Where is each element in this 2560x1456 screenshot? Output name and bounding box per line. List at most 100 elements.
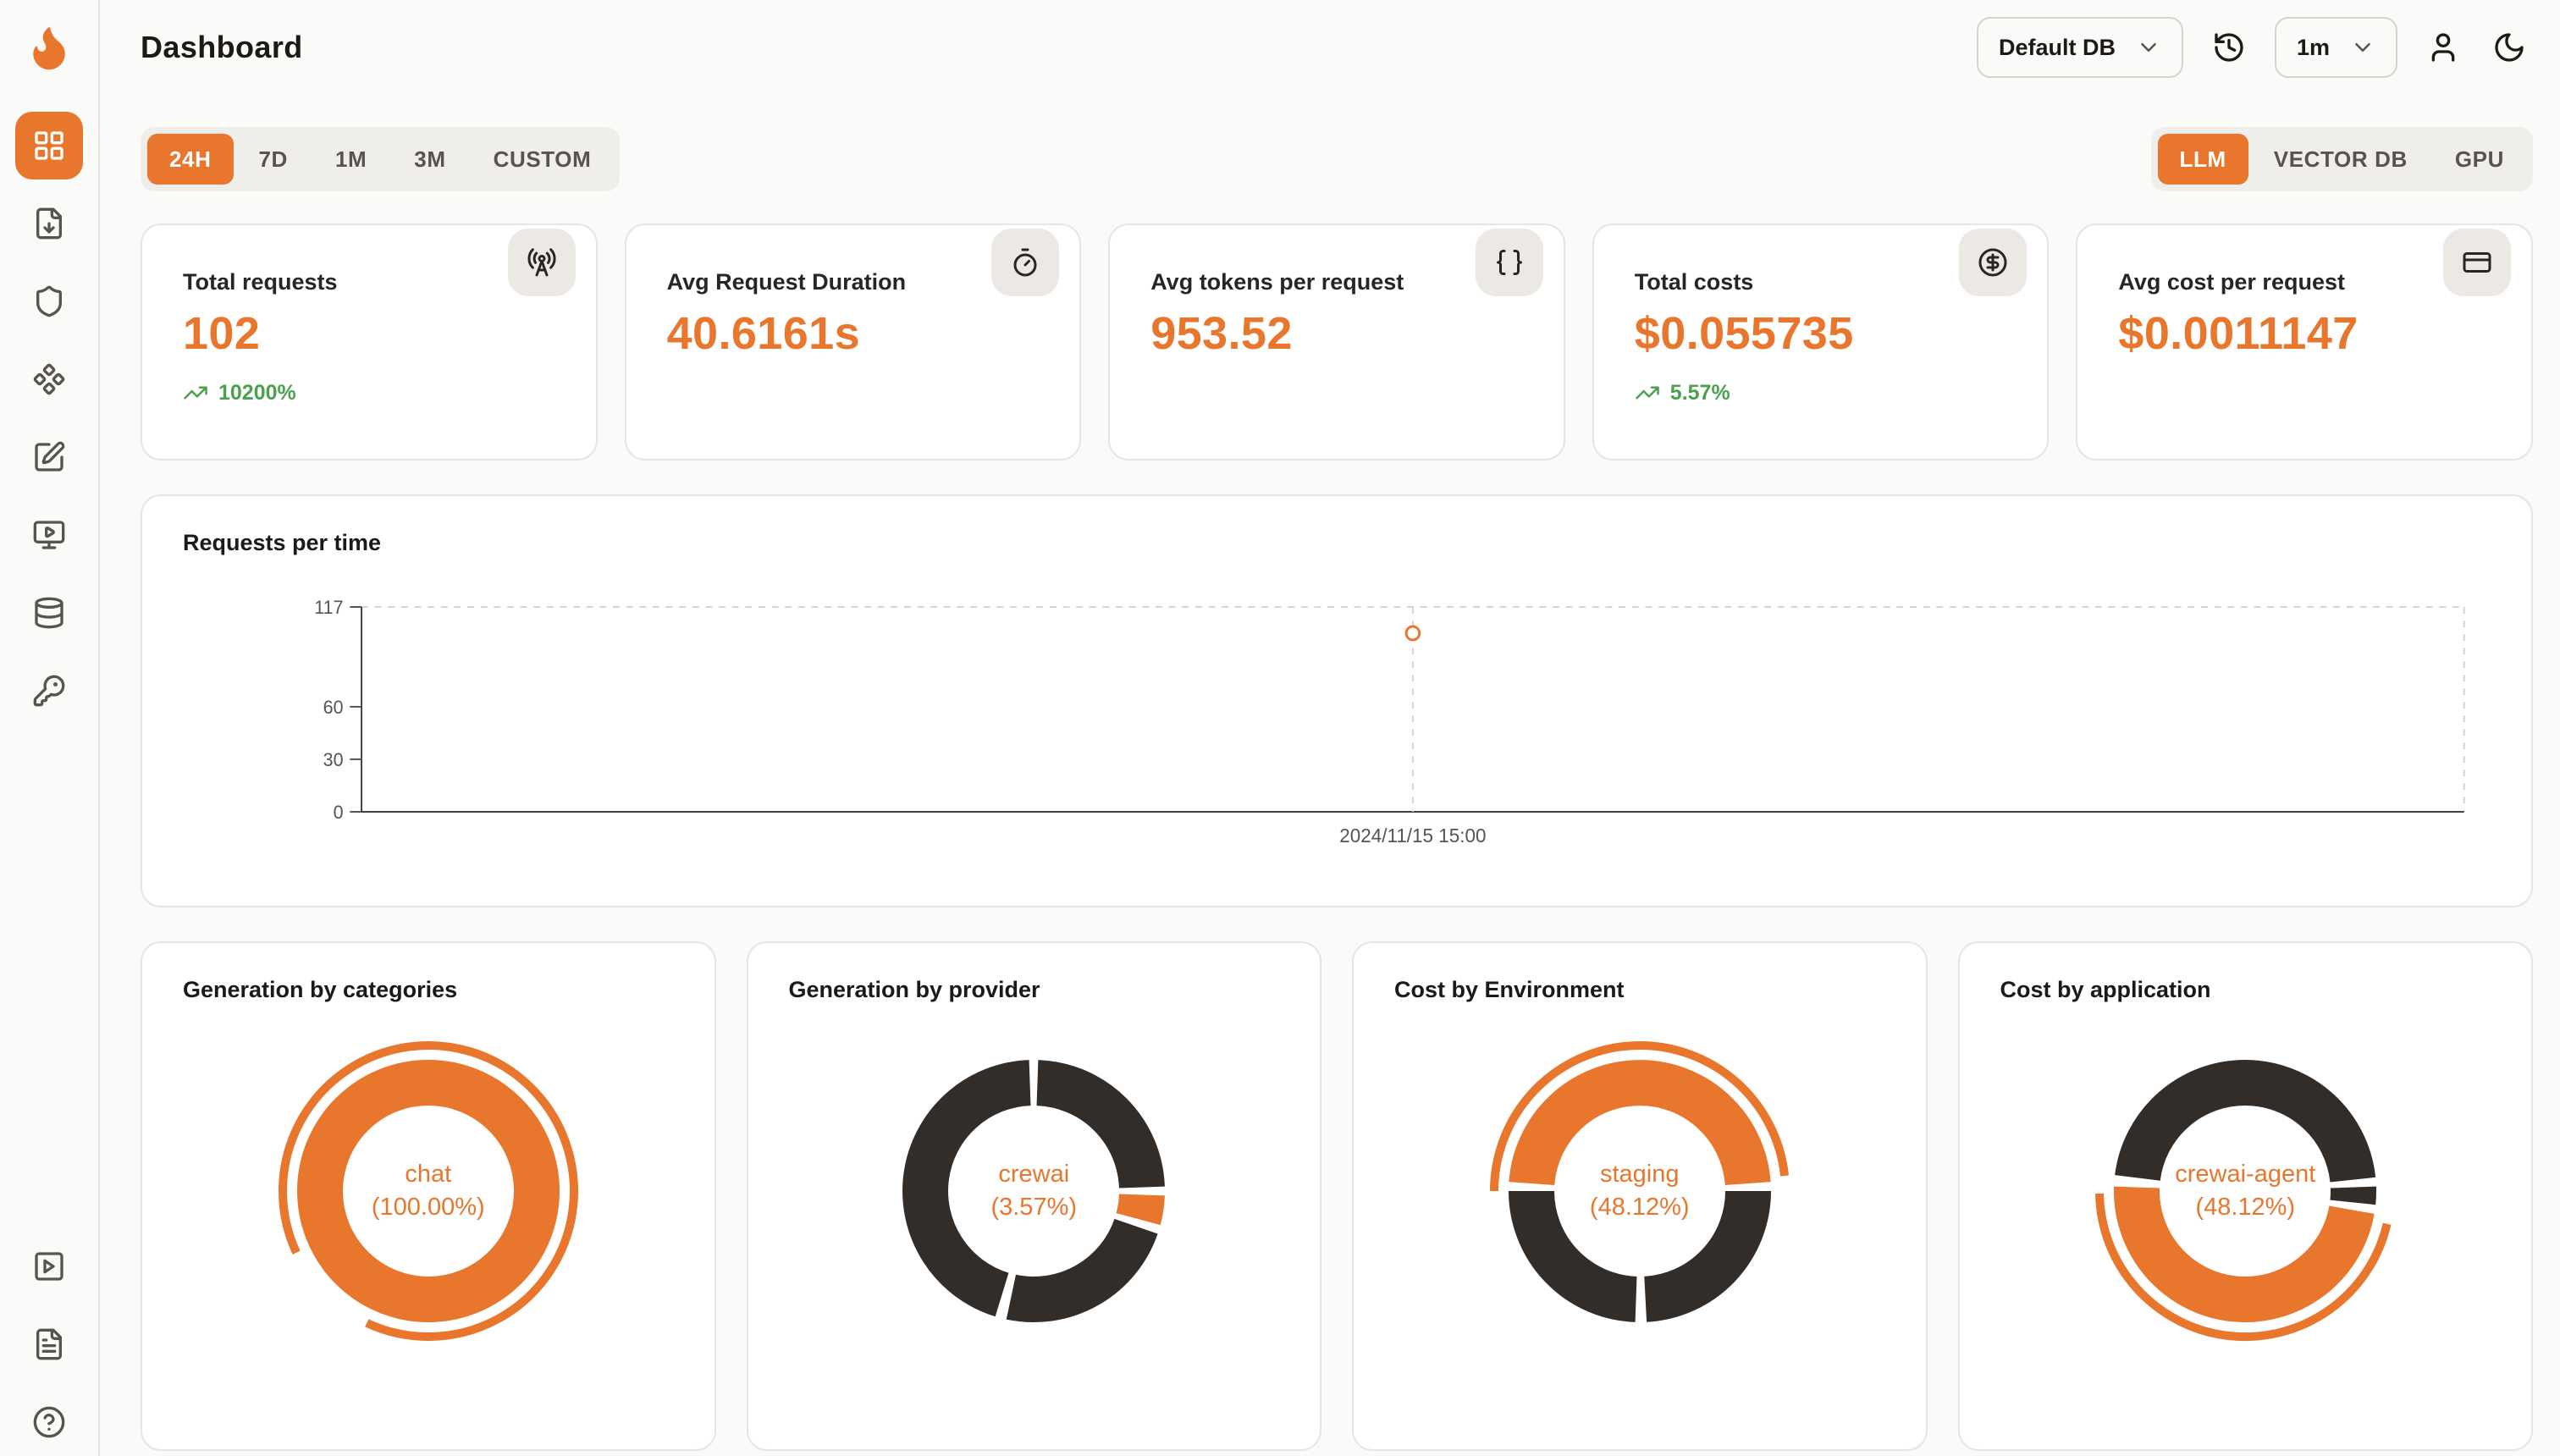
chart-title: Requests per time — [183, 530, 382, 555]
donut-chart-environment: staging (48.12%) — [1479, 1030, 1801, 1352]
stat-label: Total costs — [1634, 269, 1754, 295]
timer-icon — [991, 229, 1060, 296]
trending-up-icon — [1636, 386, 1659, 400]
donut-title: Generation by categories — [183, 977, 458, 1002]
sidebar-item-dashboard[interactable] — [15, 112, 83, 179]
dashboard-icon — [35, 131, 63, 160]
trending-up-icon — [184, 386, 207, 400]
svg-text:30: 30 — [323, 749, 344, 770]
stat-delta: 10200% — [183, 380, 555, 405]
sidebar-item-databases[interactable] — [15, 579, 83, 647]
circle-dollar-icon — [1959, 229, 2028, 296]
stat-label: Total requests — [183, 269, 338, 295]
header-bar: Dashboard Default DB 1m — [100, 0, 2560, 95]
moon-icon — [2495, 33, 2524, 62]
donut-card-environment: Cost by Environment staging (48.12%) — [1352, 941, 1928, 1451]
stat-value: 102 — [183, 308, 261, 359]
sidebar-item-docs[interactable] — [15, 1310, 83, 1378]
sidebar-item-api-keys[interactable] — [15, 657, 83, 725]
stat-value: $0.055735 — [1634, 308, 1854, 359]
donut-row: Generation by categories chat (100.00%) … — [141, 941, 2533, 1451]
page-title: Dashboard — [141, 30, 303, 64]
sidebar-item-evaluations[interactable] — [15, 423, 83, 491]
stats-row: Total requests 102 10200% Avg Request Du… — [141, 223, 2533, 461]
stat-label: Avg cost per request — [2118, 269, 2345, 295]
stat-value: 40.6161s — [666, 308, 861, 359]
stat-card-avg-tokens: Avg tokens per request 953.52 — [1108, 223, 1565, 461]
tab-7d[interactable]: 7D — [237, 134, 310, 185]
help-icon — [33, 1406, 65, 1438]
tab-custom[interactable]: CUSTOM — [472, 134, 614, 185]
video-guide-icon — [35, 1252, 63, 1281]
exceptions-icon — [36, 285, 63, 317]
sidebar-item-exceptions[interactable] — [15, 267, 83, 335]
donut-chart-application: crewai-agent (48.12%) — [2084, 1030, 2406, 1352]
stat-label: Avg tokens per request — [1150, 269, 1404, 295]
credit-card-icon — [2442, 229, 2511, 296]
time-range-tabs: 24H 7D 1M 3M CUSTOM — [141, 127, 621, 191]
dark-mode-toggle[interactable] — [2489, 27, 2530, 68]
database-select-value: Default DB — [1998, 34, 2116, 60]
sidebar — [0, 0, 100, 1456]
main: Dashboard Default DB 1m — [100, 0, 2560, 1456]
stat-delta-value: 5.57% — [1669, 380, 1730, 405]
donut-card-categories: Generation by categories chat (100.00%) — [141, 941, 716, 1451]
donut-title: Cost by Environment — [1394, 977, 1625, 1002]
playground-icon — [33, 521, 65, 549]
evaluations-icon — [35, 441, 65, 472]
sidebar-bottom — [15, 1233, 83, 1456]
tab-vector-db[interactable]: VECTOR DB — [2252, 134, 2430, 185]
sidebar-item-prompt-hub[interactable] — [15, 345, 83, 413]
stat-delta-value: 10200% — [218, 380, 296, 405]
donut-title: Generation by provider — [788, 977, 1040, 1002]
donut-chart-provider: crewai (3.57%) — [873, 1030, 1194, 1352]
sidebar-nav — [15, 112, 83, 725]
chevron-down-icon — [2141, 43, 2156, 52]
content: 24H 7D 1M 3M CUSTOM LLM VECTOR DB GPU — [100, 95, 2560, 1456]
app-logo[interactable] — [22, 20, 76, 74]
donut-card-application: Cost by application crewai-agent (48.12%… — [1957, 941, 2533, 1451]
stat-card-total-costs: Total costs $0.055735 5.57% — [1592, 223, 2050, 461]
tab-1m[interactable]: 1M — [313, 134, 389, 185]
tab-3m[interactable]: 3M — [392, 134, 467, 185]
donut-card-provider: Generation by provider crewai (3.57%) — [746, 941, 1321, 1451]
tab-gpu[interactable]: GPU — [2433, 134, 2526, 185]
donut-title: Cost by application — [2000, 977, 2211, 1002]
sidebar-item-requests[interactable] — [15, 190, 83, 257]
source-tabs: LLM VECTOR DB GPU — [2150, 127, 2533, 191]
svg-text:2024/11/15 15:00: 2024/11/15 15:00 — [1339, 825, 1486, 847]
requests-per-time-card: Requests per time 0 30 60 117 2024/11/15 15:… — [141, 494, 2533, 907]
svg-text:117: 117 — [314, 597, 343, 618]
sidebar-item-playground[interactable] — [15, 501, 83, 569]
svg-text:0: 0 — [334, 802, 344, 823]
api-keys-icon — [33, 675, 65, 707]
sidebar-item-help[interactable] — [15, 1388, 83, 1456]
braces-icon — [1475, 229, 1543, 296]
chevron-down-icon — [2355, 43, 2370, 52]
stat-value: 953.52 — [1150, 308, 1293, 359]
stat-card-avg-cost: Avg cost per request $0.0011147 — [2076, 223, 2533, 461]
user-icon — [2431, 33, 2455, 62]
stat-value: $0.0011147 — [2118, 308, 2359, 359]
header-controls: Default DB 1m — [1976, 17, 2530, 78]
interval-select-value: 1m — [2296, 34, 2330, 60]
interval-select[interactable]: 1m — [2274, 17, 2397, 78]
sidebar-item-video-guide[interactable] — [15, 1233, 83, 1300]
refresh-history-button[interactable] — [2209, 27, 2249, 68]
radio-tower-icon — [507, 229, 576, 296]
stat-delta: 5.57% — [1635, 380, 2007, 405]
flame-icon — [33, 27, 65, 70]
database-select[interactable]: Default DB — [1976, 17, 2183, 78]
requests-icon — [36, 207, 63, 240]
history-icon — [2215, 33, 2243, 62]
requests-line-chart: 0 30 60 117 2024/11/15 15:00 — [314, 597, 2465, 847]
tab-24h[interactable]: 24H — [147, 134, 234, 185]
user-menu-button[interactable] — [2423, 27, 2463, 68]
svg-text:60: 60 — [323, 697, 344, 718]
stat-card-total-requests: Total requests 102 10200% — [141, 223, 598, 461]
donut-chart-categories: chat (100.00%) — [268, 1030, 589, 1352]
tab-llm[interactable]: LLM — [2157, 134, 2248, 185]
prompt-hub-icon — [33, 363, 65, 395]
stat-card-avg-duration: Avg Request Duration 40.6161s — [624, 223, 1082, 461]
